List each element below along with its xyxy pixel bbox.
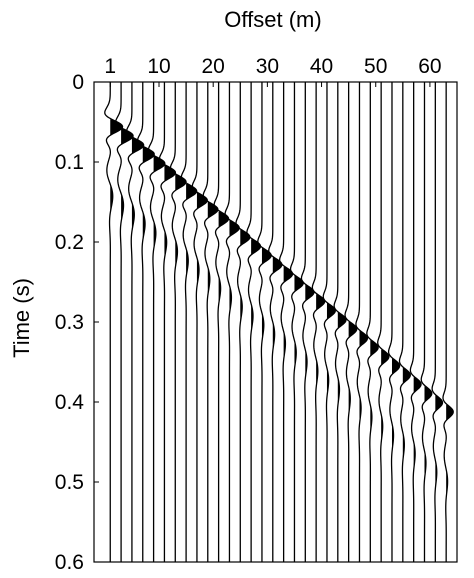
trace bbox=[355, 82, 369, 562]
trace bbox=[202, 82, 219, 562]
trace-line bbox=[104, 82, 124, 562]
trace-line bbox=[387, 82, 401, 562]
trace bbox=[180, 82, 198, 562]
trace-line bbox=[137, 82, 155, 562]
trace-line bbox=[224, 82, 240, 562]
trace bbox=[420, 82, 433, 562]
trace-line bbox=[377, 82, 390, 562]
y-tick-label: 0 bbox=[72, 71, 84, 94]
trace bbox=[398, 82, 411, 562]
trace-line bbox=[147, 82, 166, 562]
x-tick-label: 30 bbox=[256, 55, 279, 78]
trace-line bbox=[268, 82, 283, 562]
trace-line bbox=[126, 82, 145, 562]
x-tick-label: 50 bbox=[364, 55, 387, 78]
trace bbox=[147, 82, 166, 562]
x-tick-label: 40 bbox=[310, 55, 333, 78]
trace bbox=[158, 82, 177, 562]
y-tick-label: 0.2 bbox=[55, 231, 84, 254]
trace-line bbox=[420, 82, 433, 562]
trace-line bbox=[333, 82, 347, 562]
trace bbox=[387, 82, 401, 562]
y-tick-label: 0.1 bbox=[55, 151, 84, 174]
trace bbox=[300, 82, 315, 562]
x-tick-label: 60 bbox=[418, 55, 441, 78]
trace bbox=[104, 82, 124, 562]
trace-line bbox=[300, 82, 315, 562]
trace-line bbox=[213, 82, 230, 562]
y-tick-label: 0.5 bbox=[55, 471, 84, 494]
trace bbox=[333, 82, 347, 562]
x-tick-label: 10 bbox=[147, 55, 170, 78]
trace bbox=[442, 82, 454, 562]
trace-line bbox=[158, 82, 177, 562]
trace bbox=[322, 82, 336, 562]
trace-line bbox=[115, 82, 134, 562]
trace-line bbox=[431, 82, 444, 562]
trace bbox=[137, 82, 155, 562]
x-tick-label: 1 bbox=[104, 55, 116, 78]
trace-line bbox=[344, 82, 358, 562]
trace bbox=[224, 82, 240, 562]
x-tick-label: 20 bbox=[202, 55, 225, 78]
trace-line bbox=[235, 82, 251, 562]
trace bbox=[191, 82, 208, 562]
trace-line bbox=[355, 82, 369, 562]
trace bbox=[377, 82, 390, 562]
x-axis-title: Offset (m) bbox=[224, 7, 321, 32]
y-tick-label: 0.4 bbox=[55, 391, 85, 414]
seismic-traces bbox=[104, 82, 454, 562]
y-tick-labels: 0 0.1 0.2 0.3 0.4 0.5 0.6 bbox=[55, 71, 85, 574]
y-axis-title: Time (s) bbox=[9, 278, 34, 358]
plot-frame bbox=[93, 81, 458, 563]
trace bbox=[126, 82, 145, 562]
trace bbox=[246, 82, 262, 562]
trace bbox=[344, 82, 358, 562]
trace-line bbox=[442, 82, 454, 562]
trace-line bbox=[191, 82, 208, 562]
trace-line bbox=[311, 82, 326, 562]
trace bbox=[311, 82, 326, 562]
trace bbox=[289, 82, 304, 562]
trace bbox=[115, 82, 134, 562]
trace bbox=[213, 82, 230, 562]
trace bbox=[235, 82, 251, 562]
x-tick-labels: 1 10 20 30 40 50 60 bbox=[104, 55, 441, 78]
trace bbox=[257, 82, 272, 562]
y-tick-label: 0.6 bbox=[55, 551, 84, 574]
trace-line bbox=[278, 82, 294, 562]
trace bbox=[169, 82, 187, 562]
trace-line bbox=[289, 82, 304, 562]
trace-line bbox=[322, 82, 336, 562]
trace-line bbox=[202, 82, 219, 562]
trace bbox=[366, 82, 379, 562]
trace-line bbox=[409, 82, 422, 562]
trace bbox=[409, 82, 422, 562]
trace bbox=[278, 82, 294, 562]
trace-line bbox=[366, 82, 379, 562]
trace-line bbox=[169, 82, 187, 562]
trace-line bbox=[180, 82, 198, 562]
trace-line bbox=[246, 82, 262, 562]
trace-line bbox=[257, 82, 272, 562]
trace bbox=[268, 82, 283, 562]
trace bbox=[431, 82, 444, 562]
trace-line bbox=[398, 82, 411, 562]
y-tick-label: 0.3 bbox=[55, 311, 84, 334]
